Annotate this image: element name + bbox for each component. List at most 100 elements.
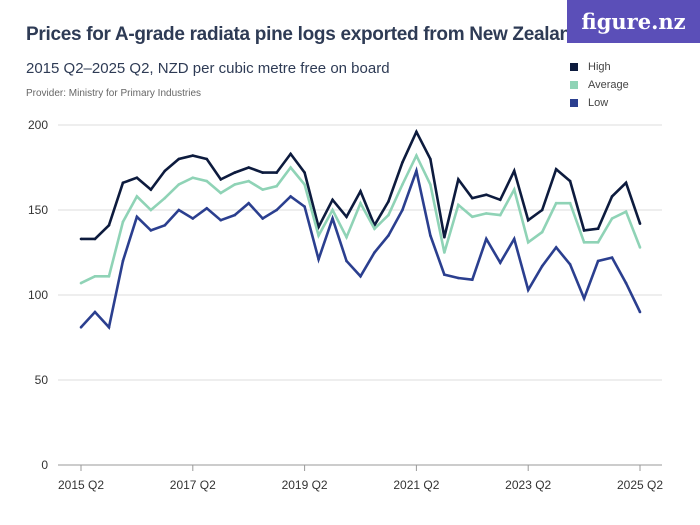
data-point — [177, 183, 181, 186]
data-point — [401, 183, 404, 186]
y-tick-label: 50 — [35, 373, 49, 387]
data-point — [387, 213, 390, 217]
data-point — [79, 281, 83, 285]
data-point — [582, 229, 586, 232]
data-point — [638, 310, 642, 314]
data-point — [610, 195, 614, 198]
data-point — [624, 210, 628, 213]
x-tick-label: 2023 Q2 — [505, 478, 551, 492]
data-point — [233, 171, 237, 174]
data-point — [415, 169, 418, 173]
provider-note: Provider: Ministry for Primary Industrie… — [26, 88, 202, 99]
data-point — [275, 184, 278, 188]
data-point — [303, 183, 306, 186]
data-point — [79, 237, 83, 241]
data-point — [387, 234, 390, 237]
data-point — [471, 215, 474, 219]
data-point — [526, 218, 530, 222]
data-point — [540, 264, 544, 268]
data-point — [219, 191, 223, 195]
data-point — [303, 205, 306, 208]
data-point — [163, 196, 167, 200]
data-point — [415, 154, 418, 157]
data-point — [596, 227, 600, 230]
x-tick-label: 2017 Q2 — [170, 478, 216, 492]
data-point — [429, 157, 432, 161]
data-point — [526, 288, 530, 292]
legend: High Average Low — [570, 58, 629, 112]
data-point — [484, 193, 488, 196]
data-point — [443, 273, 446, 276]
data-point — [121, 220, 125, 224]
data-point — [93, 275, 97, 278]
data-point — [135, 176, 139, 179]
data-point — [261, 217, 264, 220]
data-point — [359, 190, 362, 193]
data-point — [107, 224, 111, 227]
data-point — [163, 224, 167, 227]
data-point — [219, 178, 223, 181]
data-point — [457, 276, 460, 280]
data-point — [610, 256, 614, 259]
series-line-high — [81, 128, 642, 241]
data-point — [93, 237, 97, 241]
legend-label: Low — [588, 97, 609, 109]
data-point — [79, 326, 83, 329]
data-point — [191, 176, 195, 179]
data-point — [624, 181, 628, 185]
data-point — [163, 169, 167, 173]
y-tick-label: 100 — [28, 288, 48, 302]
data-point — [275, 171, 278, 174]
data-point — [135, 195, 139, 198]
data-point — [512, 169, 516, 173]
data-point — [484, 212, 488, 215]
data-point — [554, 167, 558, 171]
data-point — [498, 261, 502, 265]
data-point — [331, 208, 334, 212]
legend-item: Low — [570, 94, 629, 112]
data-point — [247, 166, 250, 169]
legend-label: Average — [588, 79, 629, 91]
data-point — [107, 326, 111, 329]
data-point — [247, 179, 250, 183]
data-point — [317, 258, 320, 261]
data-point — [275, 208, 278, 212]
series-line-average — [80, 152, 642, 285]
data-point — [568, 201, 572, 205]
y-tick-label: 150 — [28, 203, 48, 217]
legend-swatch — [570, 81, 578, 89]
data-point — [387, 200, 390, 203]
data-point — [498, 213, 502, 217]
figure-nz-logo[interactable]: figure.nz — [567, 0, 700, 43]
data-point — [289, 152, 292, 156]
data-point — [345, 215, 348, 219]
legend-item: High — [570, 58, 629, 76]
data-point — [638, 222, 642, 225]
data-point — [149, 229, 153, 232]
data-point — [205, 179, 209, 183]
data-point — [401, 208, 404, 212]
data-point — [149, 208, 153, 212]
legend-item: Average — [570, 76, 629, 94]
data-point — [177, 157, 181, 161]
data-point — [484, 237, 488, 241]
data-point — [303, 171, 306, 174]
legend-label: High — [588, 61, 611, 73]
data-point — [261, 171, 264, 174]
data-point — [191, 154, 195, 157]
data-point — [289, 166, 292, 169]
data-point — [596, 241, 600, 244]
x-tick-label: 2021 Q2 — [393, 478, 439, 492]
data-point — [582, 297, 586, 300]
data-point — [568, 179, 572, 183]
data-point — [121, 259, 125, 263]
data-point — [191, 217, 195, 220]
data-point — [331, 217, 334, 220]
data-point — [93, 310, 97, 314]
data-point — [457, 203, 460, 207]
legend-swatch — [570, 99, 578, 107]
data-point — [233, 213, 237, 217]
y-tick-label: 200 — [28, 118, 48, 132]
data-point — [219, 218, 223, 222]
